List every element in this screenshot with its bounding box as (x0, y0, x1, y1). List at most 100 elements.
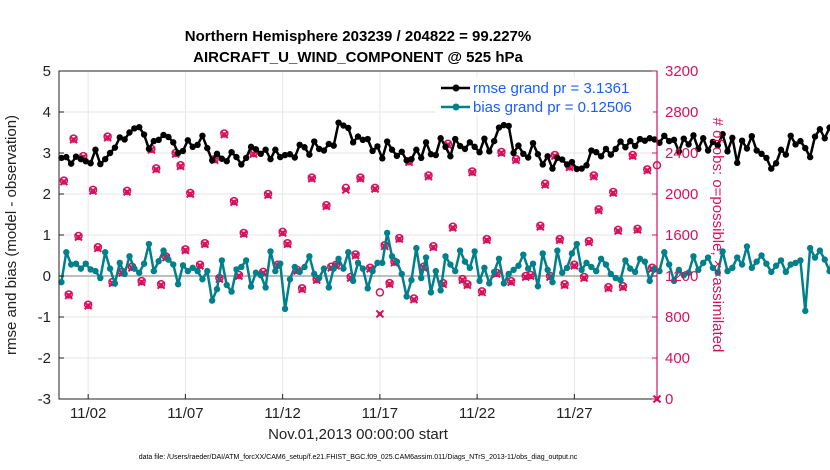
rmse-point (174, 149, 182, 157)
rmse-point (369, 147, 376, 155)
bias-point (782, 268, 790, 276)
bias-point (67, 261, 75, 268)
obs-possible-point (633, 224, 642, 234)
obs-assimilated-point (604, 284, 613, 293)
obs-assimilated-dot (76, 234, 81, 240)
rmse-point (252, 146, 260, 153)
rmse-point (782, 151, 790, 158)
rmse-point (661, 132, 668, 139)
obs-possible-point (263, 189, 273, 199)
bias-point (515, 262, 522, 269)
bias-point (821, 256, 828, 263)
obs-assimilated-dot (586, 239, 592, 245)
rmse-point (476, 148, 483, 156)
rmse-point (549, 165, 556, 172)
rmse-point (160, 131, 167, 139)
bias-point (437, 287, 444, 294)
rmse-point (714, 142, 721, 149)
obs-assimilated-point (579, 273, 589, 283)
bias-point (607, 270, 615, 278)
rmse-point (495, 124, 503, 131)
obs-assimilated-point (448, 223, 458, 233)
rmse-point (452, 135, 459, 143)
obs-assimilated-dot (572, 263, 577, 268)
bias-point (325, 284, 333, 291)
bias-point (160, 247, 167, 254)
obs-assimilated-point (278, 228, 287, 238)
rmse-point (646, 135, 653, 142)
obs-assimilated-dot (596, 208, 601, 213)
bias-point (111, 280, 119, 287)
obs-assimilated-point (83, 301, 93, 310)
y-right-tick-label: 800 (665, 309, 690, 326)
obs-possible-point (307, 173, 317, 182)
bias-point (242, 257, 250, 264)
bias-point (174, 281, 182, 288)
obs-assimilated-point (156, 281, 166, 290)
bias-point (675, 266, 683, 274)
obs-assimilated-dot (343, 187, 349, 193)
legend: rmse grand pr = 3.1361 bias grand pr = 0… (436, 77, 653, 116)
y-right-tick-label: 2400 (665, 145, 698, 162)
bias-point (223, 281, 230, 289)
obs-assimilated-dot (431, 245, 436, 250)
rmse-point (685, 141, 692, 148)
obs-assimilated-dot (611, 190, 616, 196)
rmse-point (442, 143, 449, 151)
obs-assimilated-point (540, 180, 550, 189)
obs-assimilated-dot (139, 279, 144, 285)
obs-assimilated-point (283, 240, 292, 249)
obs-assimilated-point (643, 166, 652, 175)
y-left-tick-label: -3 (38, 391, 51, 408)
rmse-point (267, 155, 274, 163)
obs-assimilated-point (409, 295, 419, 304)
obs-possible-point (409, 294, 419, 303)
rmse-point (524, 154, 532, 161)
rmse-point (320, 147, 328, 154)
obs-assimilated-point (468, 168, 477, 177)
obs-possible-point (458, 274, 467, 284)
rmse-point (311, 138, 318, 145)
obs-possible-point (74, 231, 83, 241)
rmse-point (821, 135, 828, 142)
obs-assimilated-dot (222, 132, 227, 137)
y-axis-left-label: rmse and bias (model - observation) (3, 115, 20, 355)
bias-point (252, 269, 260, 276)
obs-possible-point (122, 186, 132, 196)
obs-assimilated-point (628, 151, 637, 161)
bias-point (320, 265, 328, 272)
bias-point (126, 253, 133, 260)
rmse-point (330, 142, 337, 149)
rmse-point (345, 124, 352, 132)
rmse-point (680, 135, 687, 142)
bias-point (306, 253, 313, 260)
rmse-point (529, 139, 537, 147)
obs-possible-point (424, 171, 433, 180)
bias-point (763, 260, 770, 267)
y-axis-right: 3200 2800 2400 2000 1600 1200 800 400 0 (652, 63, 698, 408)
obs-possible-point (608, 187, 618, 197)
obs-possible-point (506, 276, 516, 286)
rmse-point (262, 146, 269, 153)
bias-point (797, 257, 804, 264)
obs-possible-point (385, 278, 394, 288)
obs-possible-point (103, 132, 112, 141)
bias-point (286, 276, 294, 283)
obs-assimilated-dot (426, 174, 431, 179)
obs-possible-point (297, 284, 307, 293)
bias-point (665, 261, 673, 268)
bias-point (758, 252, 765, 259)
bias-point (87, 266, 94, 273)
bias-point (155, 258, 162, 265)
obs-possible-point (560, 279, 569, 289)
rmse-point (150, 137, 158, 145)
rmse-point (802, 144, 809, 152)
obs-possible-point (93, 243, 103, 252)
chart-title-line2: AIRCRAFT_U_WIND_COMPONENT @ 525 hPa (193, 49, 523, 66)
obs-assimilated-dot (236, 273, 242, 279)
rmse-point (602, 145, 610, 153)
rmse-point (699, 135, 707, 142)
rmse-point (797, 137, 804, 145)
legend-bias-label: bias grand pr = 0.12506 (473, 99, 632, 116)
x-tick-label: 11/02 (70, 405, 106, 422)
